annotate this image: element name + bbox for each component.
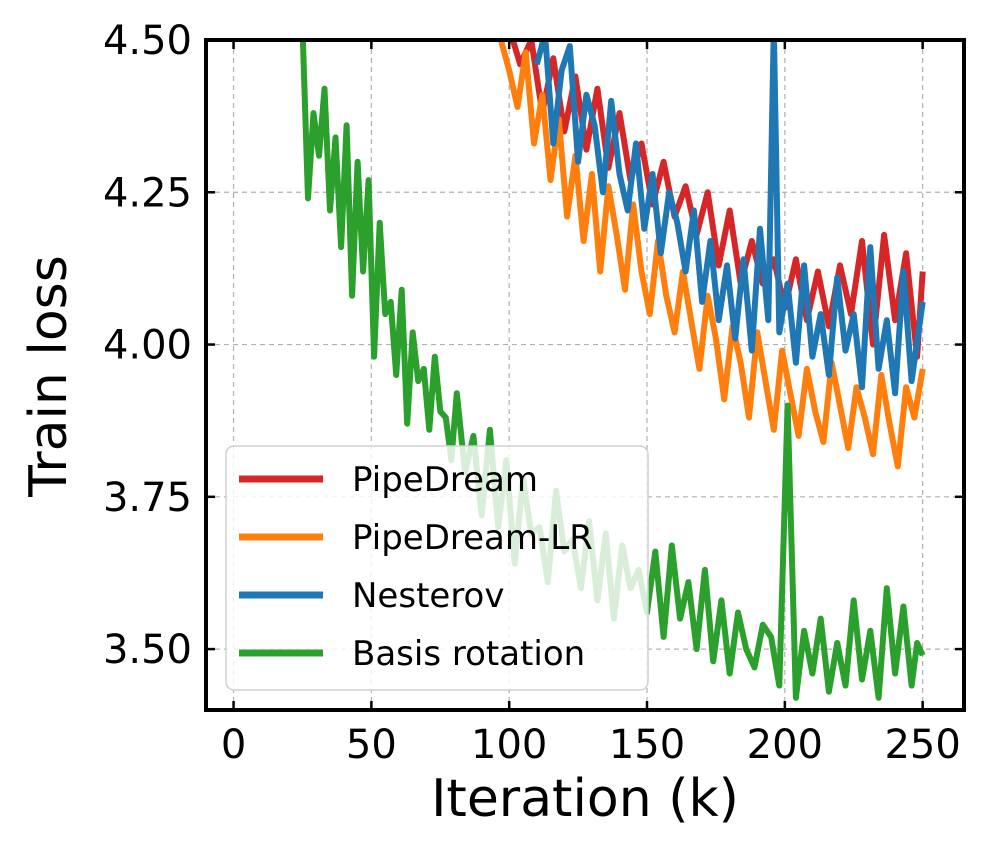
x-tick-label: 100 [471, 722, 547, 768]
legend-label: Nesterov [352, 576, 504, 616]
y-tick-label: 4.25 [103, 170, 192, 216]
legend-label: PipeDream [352, 460, 538, 500]
series-line-nesterov [533, 40, 926, 397]
legend-box [225, 445, 649, 691]
ticks: 0 50 100 150 200 250 3.50 3.75 4.00 4.25 4.50 [103, 18, 964, 768]
x-axis-title: Iteration (k) [431, 769, 739, 829]
series-line-pipedream [509, 40, 926, 360]
y-tick-label: 4.50 [103, 18, 192, 64]
series-line-pipedream-lr [498, 40, 926, 470]
legend-label: PipeDream-LR [352, 518, 593, 558]
y-tick-label: 3.50 [103, 627, 192, 673]
x-tick-label: 250 [884, 722, 960, 768]
x-tick-label: 50 [346, 722, 397, 768]
x-tick-label: 150 [609, 722, 685, 768]
plot-frame [204, 38, 966, 712]
y-tick-label: 3.75 [103, 475, 192, 521]
x-tick-label: 0 [221, 722, 246, 768]
legend: PipeDream PipeDream-LR Nesterov Basis rotat… [225, 445, 649, 691]
y-axis-title: Train loss [19, 255, 79, 498]
y-tick-label: 4.00 [103, 323, 192, 369]
x-tick-label: 200 [747, 722, 823, 768]
legend-label: Basis rotation [352, 634, 585, 674]
